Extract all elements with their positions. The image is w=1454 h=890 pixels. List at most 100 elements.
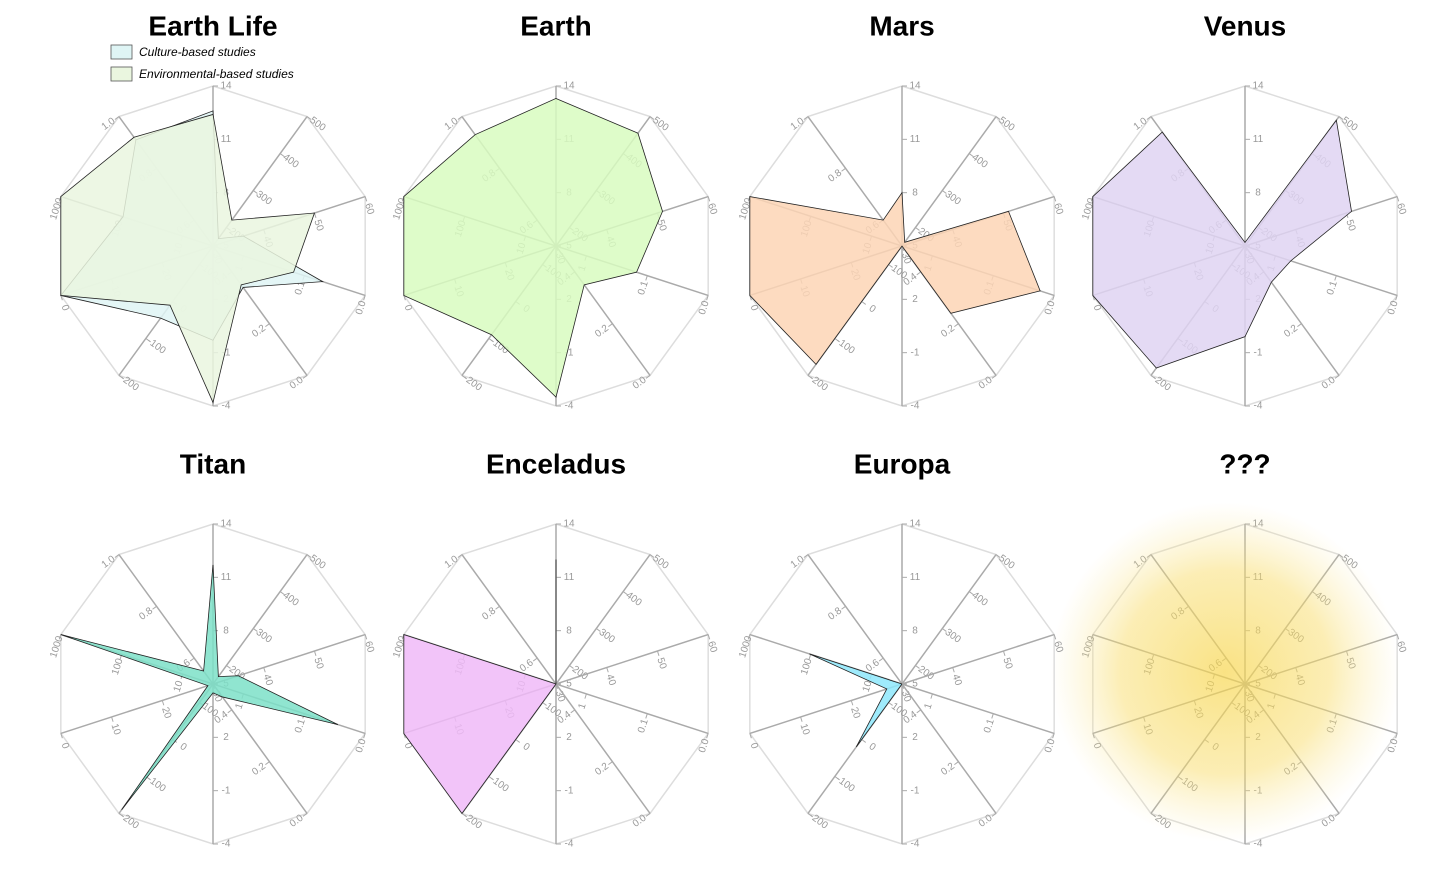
tick-mark [861,301,867,305]
tick-mark [645,375,651,379]
tick-mark [1334,375,1340,379]
tick-label: 0.1 [982,717,997,734]
series-area [60,564,339,810]
tick-mark [916,709,922,714]
tick-label: 400 [970,152,990,171]
tick-label: 10 [797,722,811,736]
tick-label: 60 [1394,202,1408,216]
tick-mark [968,591,974,595]
tick-mark [749,733,752,739]
tick-mark [991,813,997,817]
tick-label: 8 [912,187,918,198]
tick-label: 0 [1091,304,1103,313]
tick-label: 400 [281,590,301,609]
tick-label: -4 [565,839,574,850]
tick-mark [570,709,576,714]
tick-label: 5 [566,679,572,690]
tick-label: 0.0 [697,299,712,316]
tick-mark [114,116,120,120]
tick-label: -1 [565,347,574,358]
tick-label: -100 [834,336,857,357]
series-area [403,559,557,815]
tick-label: -4 [565,401,574,412]
tick-mark [302,813,308,817]
tick-label: 400 [624,590,644,609]
tick-mark [279,591,285,595]
tick-label: -4 [911,839,920,850]
tick-label: 0 [59,304,71,313]
tick-mark [306,116,312,120]
tick-label: 11 [564,572,575,583]
tick-mark [942,628,947,632]
series-area [749,191,1041,365]
tick-label: 0 [402,742,414,751]
tick-label: 0 [59,742,71,751]
tick-label: 0.0 [1043,737,1058,754]
tick-mark [807,813,813,817]
radar-chart: -4-12581114-200-100010020030040050001020… [391,10,719,411]
series-area [60,113,316,404]
radar-chart: -4-12581114-200-100010020030040050001020… [1080,10,1408,411]
tick-label: 500 [996,115,1016,134]
tick-label: 0.8 [826,167,844,184]
tick-label: 0.0 [697,737,712,754]
tick-mark [649,116,655,120]
tick-mark [1395,295,1398,301]
tick-label: 300 [943,627,963,646]
radar-chart: -4-12581114-200-100010020030040050001020… [48,448,376,849]
tick-mark [841,605,846,610]
tick-label: 11 [221,572,232,583]
chart-title: Venus [1204,10,1286,41]
tick-label: 50 [311,218,325,232]
tick-mark [1396,196,1400,202]
tick-mark [707,196,711,202]
tick-label: 0.0 [1043,299,1058,316]
legend-label: Culture-based studies [139,45,256,59]
tick-label: 2 [223,732,229,743]
tick-mark [649,554,655,558]
tick-mark [542,702,547,706]
tick-label: 0.8 [137,605,155,622]
tick-label: 300 [254,627,274,646]
tick-label: 1.0 [100,116,118,133]
tick-label: -1 [911,347,920,358]
tick-label: 60 [705,640,719,654]
tick-label: 8 [912,625,918,636]
tick-mark [916,271,922,276]
tick-mark [532,657,538,662]
tick-mark [279,153,285,157]
tick-label: 300 [254,189,274,208]
tick-label: 2 [912,294,918,305]
tick-label: -1 [1254,347,1263,358]
tick-label: -200 [807,373,830,394]
tick-label: 14 [909,81,921,92]
tick-label: 0.1 [293,717,308,734]
tick-label: 0.0 [354,299,369,316]
tick-label: 0 [867,303,878,315]
tick-label: -4 [1254,401,1263,412]
tick-mark [189,657,195,662]
tick-mark [808,654,812,660]
tick-mark [608,323,613,328]
tick-mark [1396,634,1400,640]
tick-label: -200 [118,811,141,832]
tick-label: 8 [223,625,229,636]
tick-mark [888,702,893,706]
series-area [403,98,663,398]
tick-mark [930,693,933,699]
tick-mark [1150,375,1156,379]
tick-label: -1 [222,347,231,358]
legend-swatch [110,44,133,60]
tick-label: 0.0 [1386,299,1401,316]
legend-swatch [110,66,133,82]
tick-label: -4 [222,401,231,412]
tick-mark [608,761,613,766]
tick-label: 500 [307,115,327,134]
tick-label: 500 [650,115,670,134]
radar-chart: -4-12581114-200-100010020030040050001020… [48,10,376,411]
tick-mark [263,667,266,673]
tick-mark [706,733,709,739]
tick-label: 0.2 [939,323,957,340]
tick-mark [302,375,308,379]
tick-label: -100 [834,774,857,795]
